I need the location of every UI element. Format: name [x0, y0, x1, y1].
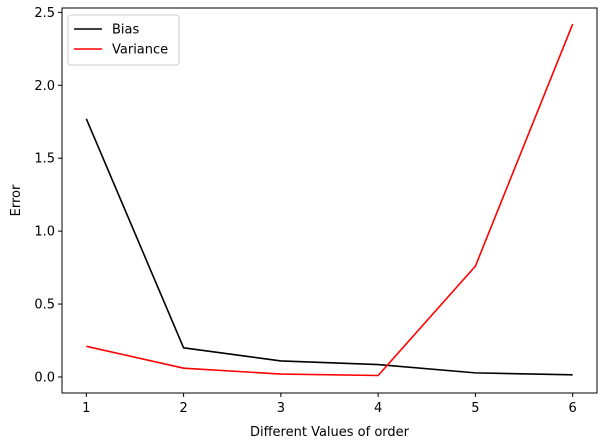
- legend: Bias Variance: [67, 14, 180, 66]
- y-tick-label: 1.0: [34, 225, 55, 240]
- y-tick-label: 0.5: [34, 298, 55, 313]
- legend-entry-label: Variance: [112, 43, 168, 58]
- x-tick-label: 3: [277, 401, 285, 416]
- y-tick-label: 0.0: [34, 370, 55, 385]
- x-tick-label: 4: [374, 401, 382, 416]
- legend-entry-label: Bias: [112, 23, 139, 38]
- x-tick-label: 5: [471, 401, 479, 416]
- axis-ticks: 1 2 3 4 5 6 0.0 0.5 1.0 1.5 2.0 2.5: [34, 6, 577, 416]
- y-tick-label: 2.0: [34, 79, 55, 94]
- x-tick-label: 2: [179, 401, 187, 416]
- y-axis-label: Error: [9, 184, 24, 216]
- legend-box: [67, 14, 180, 66]
- y-tick-label: 1.5: [34, 152, 55, 167]
- series-line-bias: [85, 118, 573, 376]
- y-tick-label: 2.5: [34, 6, 55, 21]
- axes-frame: [61, 7, 598, 394]
- x-tick-label: 6: [569, 401, 577, 416]
- x-axis-label: Different Values of order: [250, 425, 410, 440]
- plot-area: [85, 23, 574, 377]
- series-line-variance: [86, 23, 574, 377]
- x-tick-label: 1: [82, 401, 90, 416]
